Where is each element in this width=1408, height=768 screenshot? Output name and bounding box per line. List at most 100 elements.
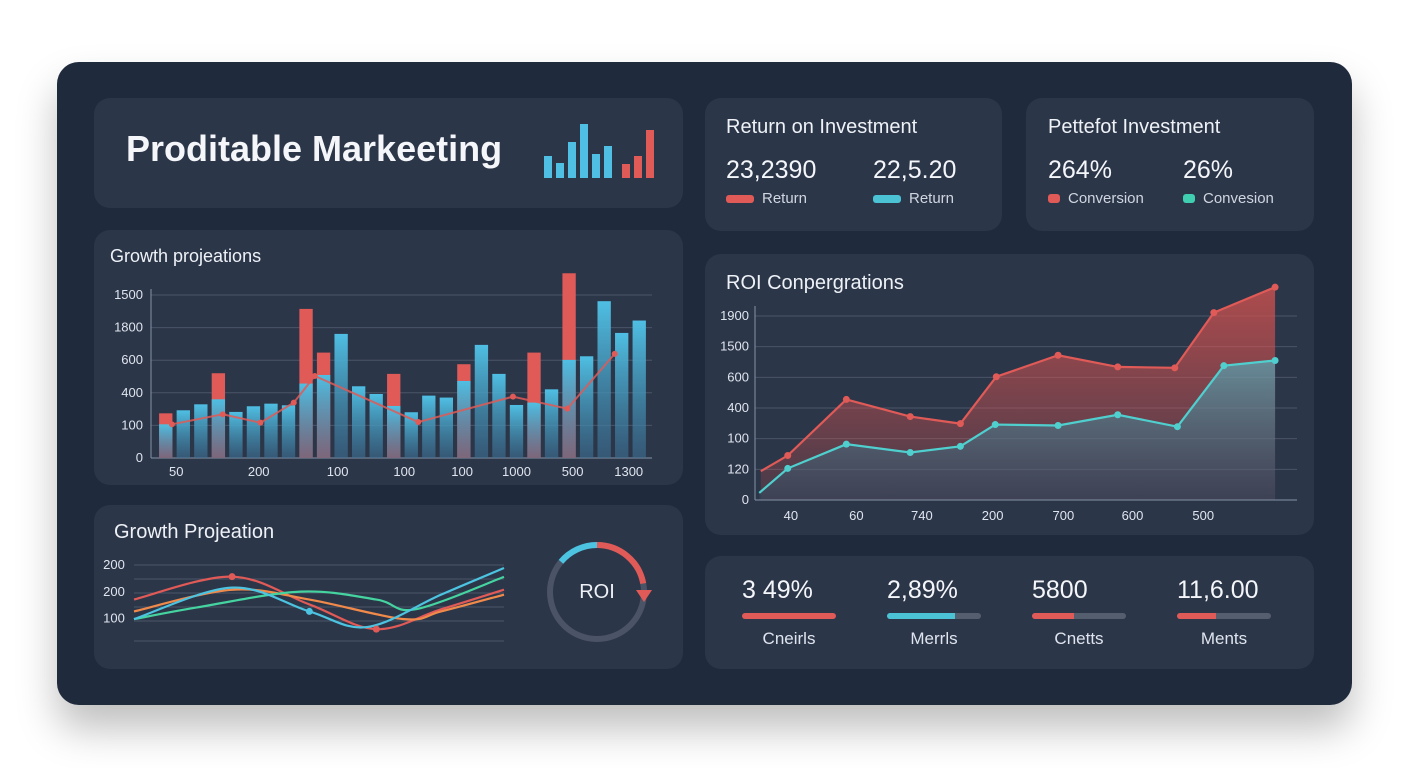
roi-gauge	[547, 542, 652, 642]
kpi-item: 5800 Cnetts	[1032, 576, 1152, 649]
y-tick-label: 120	[727, 461, 749, 476]
red-point	[1114, 363, 1122, 371]
trend-point	[611, 350, 618, 357]
bar	[422, 395, 436, 458]
investment-value-1: 264%	[1048, 156, 1112, 184]
roi-legend-1: Return	[726, 190, 807, 207]
red-point	[1210, 309, 1218, 317]
kpi-item: 2,89% Merrls	[887, 576, 1007, 649]
investment-card: Pettefot Investment 264% 26% Conversion …	[1026, 98, 1314, 231]
investment-legend-2: Convesion	[1183, 190, 1274, 207]
bar	[316, 374, 331, 458]
y-tick-label: 1500	[720, 339, 749, 354]
growth-bar-chart: 0 100 400 600 1800 1500 50 200 100 100 100 1000 500 1…	[114, 273, 652, 479]
kpi-progress	[1032, 613, 1126, 619]
kpi-label: Cneirls	[762, 629, 816, 648]
kpi-value: 5800	[1032, 576, 1088, 604]
y-tick-label: 600	[727, 369, 749, 384]
growth-line-chart: 100 200 200	[103, 557, 505, 642]
y-tick-label: 1800	[114, 320, 143, 335]
kpi-progress-fill	[1032, 613, 1075, 619]
gauge-arrow-icon	[636, 590, 652, 602]
bar	[457, 380, 471, 458]
red-point	[1171, 364, 1179, 372]
y-tick-label: 0	[742, 492, 749, 507]
y-tick-label: 100	[121, 417, 143, 432]
teal-point	[842, 440, 850, 448]
y-tick-label: 1500	[114, 287, 143, 302]
kpi-item: 3 49% Cneirls	[742, 576, 862, 649]
page-title: Proditable Markeeting	[126, 128, 503, 169]
teal-point	[1054, 421, 1062, 429]
bar	[369, 393, 383, 458]
y-tick-label: 400	[121, 385, 143, 400]
legend-swatch-icon	[726, 194, 754, 203]
y-tick-label: 100	[103, 611, 125, 626]
x-tick-label: 200	[982, 508, 1004, 523]
x-tick-label: 100	[327, 464, 349, 479]
bar	[527, 402, 541, 458]
red-point	[1271, 283, 1279, 291]
roi-area-chart: 0 120 100 400 600 1500 1900 40 60 740 200 700 600 500	[720, 283, 1297, 523]
bar	[159, 424, 173, 458]
kpi-label: Cnetts	[1054, 629, 1104, 648]
kpi-value: 2,89%	[887, 576, 958, 604]
y-tick-label: 600	[121, 352, 143, 367]
x-tick-label: 740	[911, 508, 933, 523]
kpi-value: 11,6.00	[1177, 576, 1259, 604]
investment-legend-1: Conversion	[1048, 190, 1144, 207]
teal-point	[956, 442, 964, 450]
growth-line-card: Growth Projeation 100 200 200 ROI	[94, 505, 683, 669]
legend-label: Return	[909, 190, 955, 207]
teal-point	[1173, 423, 1181, 431]
kpi-label: Ments	[1200, 629, 1248, 648]
teal-point	[1220, 362, 1228, 370]
legend-swatch-icon	[873, 194, 901, 203]
red-point	[1054, 351, 1062, 359]
roi-area-card: ROI Conpergrations 0 120 100 400 600 1500 1900…	[705, 254, 1314, 535]
kpi-item: 11,6.00 Ments	[1177, 576, 1297, 649]
x-tick-label: 60	[849, 508, 863, 523]
x-tick-label: 700	[1053, 508, 1075, 523]
bar	[597, 301, 611, 458]
x-tick-label: 200	[248, 464, 270, 479]
x-tick-label: 40	[784, 508, 798, 523]
trend-point	[509, 393, 516, 400]
bar	[632, 320, 646, 458]
trend-point	[219, 411, 226, 418]
x-tick-label: 500	[562, 464, 584, 479]
green-line	[133, 575, 505, 621]
legend-label: Conversion	[1068, 190, 1144, 207]
bar-chart-logo-icon	[544, 120, 659, 178]
trend-point	[564, 405, 571, 412]
bar	[404, 412, 418, 458]
x-tick-label: 600	[1122, 508, 1144, 523]
kpi-progress-fill	[742, 613, 836, 619]
bar	[544, 389, 559, 458]
red-point	[784, 452, 792, 460]
y-tick-label: 0	[136, 450, 143, 465]
data-point	[372, 625, 380, 633]
chart-title: Growth Projeation	[114, 521, 275, 543]
red-point	[956, 420, 964, 428]
orange-line	[133, 588, 505, 621]
kpi-progress-fill	[1177, 613, 1217, 619]
trend-point	[311, 372, 318, 379]
bar	[509, 404, 524, 458]
legend-swatch-icon	[1048, 194, 1060, 203]
bar	[299, 383, 313, 458]
teal-point	[784, 464, 792, 472]
teal-point	[906, 448, 914, 456]
trend-point	[415, 419, 422, 426]
chart-title: ROI Conpergrations	[726, 272, 904, 294]
red-point	[842, 395, 850, 403]
teal-point	[1114, 411, 1122, 419]
roi-value-1: 23,2390	[726, 156, 817, 184]
teal-point	[1271, 356, 1279, 364]
bar	[351, 386, 366, 458]
kpi-card: 3 49% Cneirls 2,89% Merrls 5800 Cnetts 11,6…	[705, 556, 1314, 669]
bar	[334, 333, 348, 458]
x-tick-label: 1300	[614, 464, 643, 479]
kpi-label: Merrls	[910, 629, 958, 648]
growth-bar-card: Growth projeations 0 100 400 600 1800 1500 50 2…	[94, 230, 683, 485]
